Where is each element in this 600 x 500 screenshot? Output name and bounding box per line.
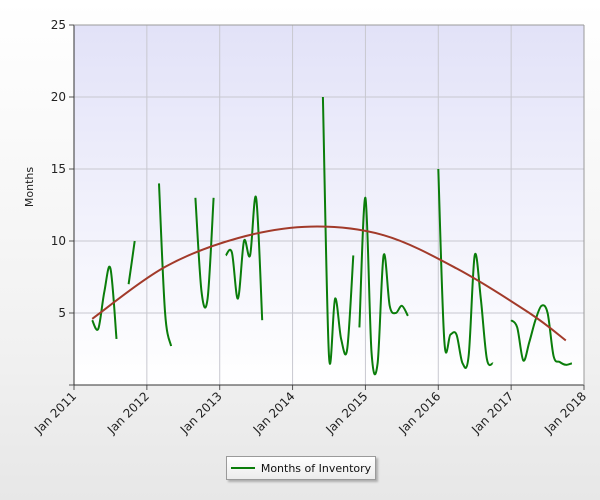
y-axis-title: Months: [23, 167, 36, 207]
trend-line: [91, 225, 567, 342]
series-layer: [91, 96, 573, 376]
x-tick-label: Jan 2016: [395, 389, 443, 437]
inventory-line-segment: [321, 96, 355, 365]
legend: Months of Inventory: [226, 456, 376, 480]
inventory-line-segment: [437, 168, 494, 369]
axes: [69, 24, 585, 390]
inventory-line-segment: [91, 265, 118, 339]
x-tick-label: Jan 2018: [541, 389, 589, 437]
y-tick-label: 25: [51, 18, 66, 32]
y-tick-label: 10: [51, 234, 66, 248]
legend-swatch: [230, 467, 255, 469]
inventory-line-segment: [194, 197, 215, 309]
x-tick-label: Jan 2014: [250, 389, 298, 437]
inventory-line-segment: [158, 183, 173, 347]
x-tick-label: Jan 2011: [31, 389, 79, 437]
inventory-line-segment: [510, 304, 573, 366]
inventory-line-segment: [358, 196, 409, 376]
y-tick-label: 20: [51, 90, 66, 104]
x-tick-label: Jan 2017: [468, 389, 516, 437]
inventory-line-segment: [127, 240, 136, 285]
y-tick-label: 5: [58, 306, 66, 320]
y-tick-label: 15: [51, 162, 66, 176]
x-tick-label: Jan 2013: [177, 389, 225, 437]
legend-label: Months of Inventory: [260, 461, 372, 475]
x-tick-label: Jan 2015: [323, 389, 371, 437]
x-tick-label: Jan 2012: [104, 389, 152, 437]
inventory-line-segment: [225, 195, 264, 321]
grid: [74, 24, 584, 385]
